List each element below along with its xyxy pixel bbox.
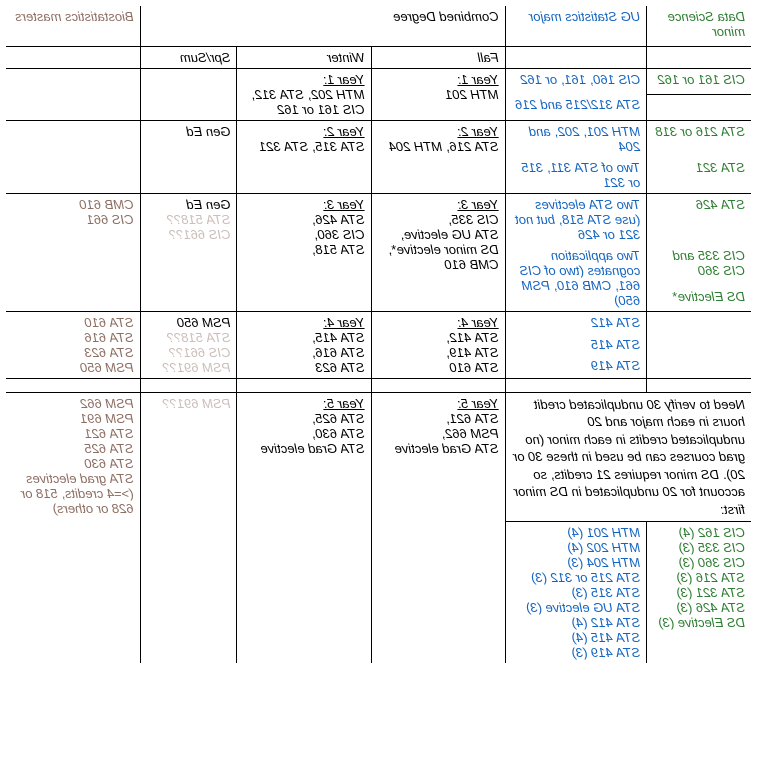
y2-fall: Year 2: STA 216, MTH 204 xyxy=(371,120,505,193)
hdr-biostat: Biostatistics masters xyxy=(6,6,140,46)
y3-fall: Year 3: CIS 335, STA UG elective, DS min… xyxy=(371,193,505,311)
y2-winter: Year 2: STA 315, STA 321 xyxy=(237,120,371,193)
counts-left: CIS 162 (4)CIS 335 (3)CIS 360 (3)STA 216… xyxy=(647,522,751,664)
y1-winter: Year 1: MTH 202, STA 312, CIS 161 or 162 xyxy=(237,68,371,120)
y5-spr: PSM 691?? xyxy=(140,392,237,663)
degree-plan-table: Data Science minor UG Statistics major C… xyxy=(6,6,751,663)
y2-ug-a: MTH 201, 202, and 204 xyxy=(505,120,647,157)
y3-ug-b: Two application cognates (two of CIS 661… xyxy=(505,245,647,312)
y4-winter: Year 4: STA 415, STA 616, STA 623 xyxy=(237,311,371,378)
row-year3: STA 426 Two STA electives (use STA 518, … xyxy=(6,193,751,245)
sub-winter: Winter xyxy=(237,46,371,68)
row-year2: STA 216 or 318 MTH 201, 202, and 204 Yea… xyxy=(6,120,751,157)
y1-ug-a: CIS 160, 161, or 162 xyxy=(505,68,647,94)
spacer-row xyxy=(6,378,751,392)
y3-ds-c: DS Elective* xyxy=(647,286,751,311)
row-year1: CIS 161 or 162 CIS 160, 161, or 162 Year… xyxy=(6,68,751,94)
y4-ug-c: STA 419 xyxy=(505,355,647,378)
sub-fall: Fall xyxy=(371,46,505,68)
hdr-ug-stats: UG Statistics major xyxy=(505,6,647,46)
y3-winter: Year 3: STA 426, CIS 360, STA 518, xyxy=(237,193,371,311)
y3-bio: CMB 610 CIS 661 xyxy=(6,193,140,311)
subheader-row: Fall Winter Spr/Sum xyxy=(6,46,751,68)
y3-ug-a: Two STA electives (use STA 518, but not … xyxy=(505,193,647,245)
counts-right: MTH 201 (4)MTH 202 (4)MTH 204 (3)STA 215… xyxy=(505,522,647,664)
row-year5: Need to verify 30 unduplicated credit ho… xyxy=(6,392,751,522)
y2-spr: Gen Ed xyxy=(140,120,237,193)
y3-ds-a: STA 426 xyxy=(647,193,751,245)
y5-fall: Year 5: STA 621, PSM 662, STA Grad elect… xyxy=(371,392,505,663)
y2-ds-a: STA 216 or 318 xyxy=(647,120,751,157)
y4-ug-a: STA 412 xyxy=(505,311,647,334)
y3-ds-b: CIS 335 and CIS 360 xyxy=(647,245,751,287)
y3-spr: Gen Ed STA 518?? CIS 661?? xyxy=(140,193,237,311)
hdr-combined: Combined Degree xyxy=(140,6,505,46)
y1-fall: Year 1: MTH 201 xyxy=(371,68,505,120)
verify-text: Need to verify 30 unduplicated credit ho… xyxy=(505,392,751,522)
y5-bio: PSM 662 PSM 691 STA 621 STA 625 STA 630 … xyxy=(6,392,140,663)
y2-ds-b: STA 321 xyxy=(647,157,751,194)
header-row: Data Science minor UG Statistics major C… xyxy=(6,6,751,46)
y1-ds: CIS 161 or 162 xyxy=(647,68,751,94)
y2-ug-b: Two of STA 311, 315 or 321 xyxy=(505,157,647,194)
hdr-ds-minor: Data Science minor xyxy=(647,6,751,46)
sub-sprsum: Spr/Sum xyxy=(140,46,237,68)
y4-bio: STA 610 STA 616 STA 623 PSM 650 xyxy=(6,311,140,378)
row-year4: STA 412 Year 4: STA 412, STA 419, STA 61… xyxy=(6,311,751,334)
y5-winter: Year 5: STA 625, STA 630, STA Grad elect… xyxy=(237,392,371,663)
y4-ug-b: STA 415 xyxy=(505,334,647,356)
y4-spr: PSM 650 STA 518?? CIS 661?? PSM 691?? xyxy=(140,311,237,378)
y4-fall: Year 4: STA 412, STA 419, STA 610 xyxy=(371,311,505,378)
y1-ug-b: STA 312/215 and 216 xyxy=(505,94,647,120)
